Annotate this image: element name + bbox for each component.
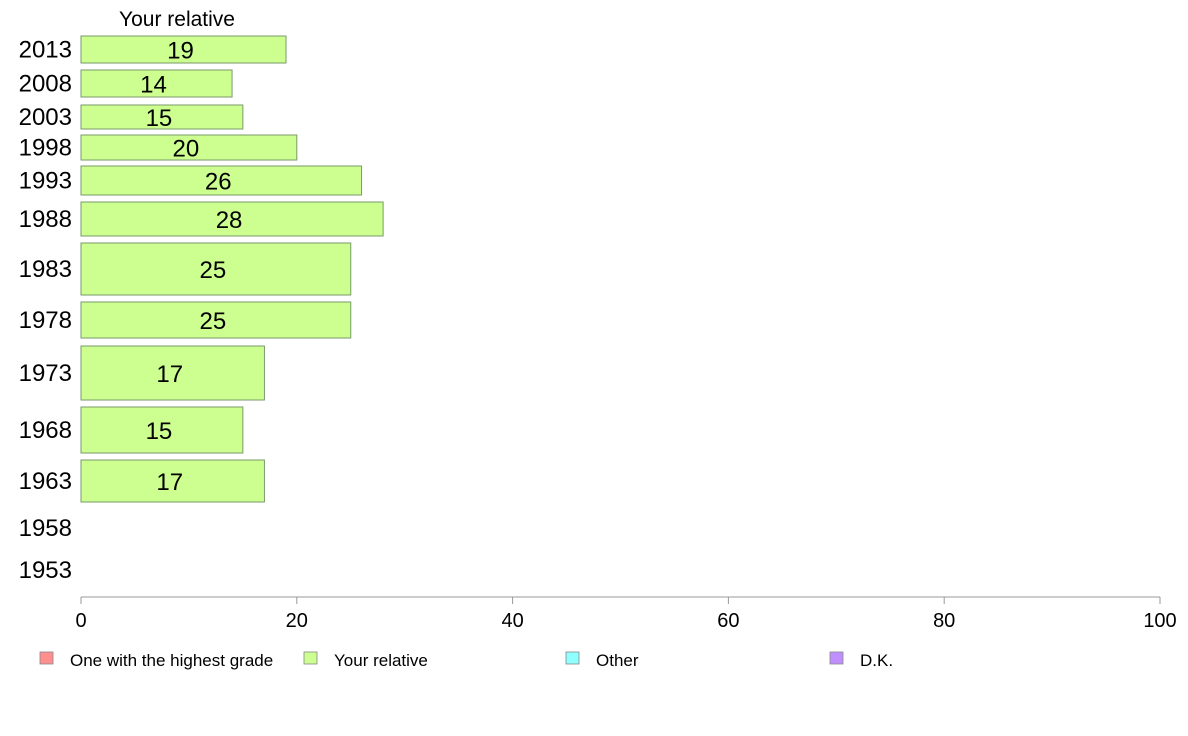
bar	[80, 104, 244, 130]
x-tick-label: 100	[1143, 610, 1176, 632]
bar-value-label: 14	[140, 72, 167, 99]
year-label: 1993	[19, 168, 72, 195]
year-label: 1998	[19, 135, 72, 162]
series-title: Your relative	[119, 8, 235, 31]
legend-swatch	[565, 651, 580, 665]
bar-value-label: 17	[156, 469, 183, 496]
year-label: 1953	[19, 557, 72, 584]
legend-label: D.K.	[860, 651, 893, 670]
bar	[80, 406, 244, 454]
year-label: 1968	[19, 417, 72, 444]
legend-swatch	[39, 651, 54, 665]
year-label: 2013	[19, 37, 72, 64]
bar	[80, 301, 352, 339]
bar-value-label: 15	[146, 105, 173, 132]
bar-value-label: 19	[167, 38, 194, 65]
bar-value-label: 25	[200, 308, 227, 335]
bar	[80, 345, 265, 401]
bar-value-label: 28	[216, 207, 243, 234]
bar	[80, 35, 287, 64]
x-tick-label: 60	[717, 610, 739, 632]
bar-value-label: 20	[173, 136, 200, 163]
year-label: 1963	[19, 468, 72, 495]
bar	[80, 69, 233, 98]
year-label: 1978	[19, 307, 72, 334]
legend-label: One with the highest grade	[70, 651, 273, 670]
bar	[80, 134, 298, 161]
bar	[80, 459, 265, 503]
bar	[80, 165, 363, 196]
year-label: 1958	[19, 515, 72, 542]
x-tick-label: 20	[286, 610, 308, 632]
legend-label: Other	[596, 651, 639, 670]
year-label: 1973	[19, 360, 72, 387]
legend-swatch	[829, 651, 844, 665]
x-tick-label: 0	[75, 610, 86, 632]
legend-label: Your relative	[334, 651, 428, 670]
year-label: 1988	[19, 206, 72, 233]
year-label: 2003	[19, 104, 72, 131]
bar	[80, 242, 352, 296]
year-label: 2008	[19, 71, 72, 98]
legend-swatch	[303, 651, 318, 665]
bar-value-label: 25	[200, 257, 227, 284]
bar-value-label: 17	[156, 361, 183, 388]
x-tick-label: 80	[933, 610, 955, 632]
bar-value-label: 15	[146, 418, 173, 445]
bar-value-label: 26	[205, 169, 232, 196]
year-label: 1983	[19, 256, 72, 283]
x-tick-label: 40	[501, 610, 523, 632]
bar	[80, 201, 384, 237]
